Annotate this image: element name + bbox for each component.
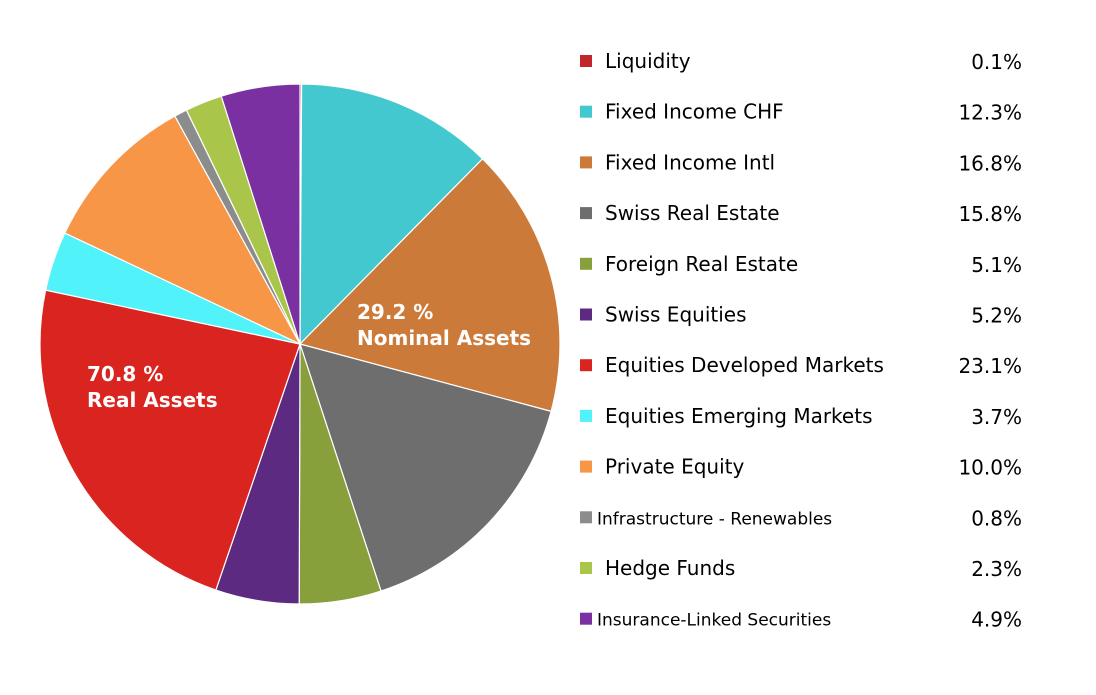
legend-swatch-liquidity: [580, 55, 592, 67]
legend-value-infrastructure-renewables: 0.8%: [971, 506, 1022, 530]
legend: Liquidity 0.1% Fixed Income CHF 12.3% Fixed …: [580, 49, 1022, 632]
annotation-real-assets: 70.8 % Real Assets: [87, 362, 218, 412]
legend-value-private-equity: 10.0%: [958, 456, 1022, 480]
legend-value-equities-emerging-markets: 3.7%: [971, 405, 1022, 429]
annotation-real-percent: 70.8 %: [87, 362, 163, 386]
legend-label-liquidity: Liquidity: [605, 49, 691, 73]
legend-label-hedge-funds: Hedge Funds: [605, 556, 735, 580]
pie-slice-insurance-linked-securities: [220, 83, 301, 345]
legend-label-fixed-income-chf: Fixed Income CHF: [605, 100, 784, 124]
pie-slice-swiss-real-estate: [299, 343, 552, 592]
annotation-nominal-label: Nominal Assets: [357, 326, 531, 350]
legend-swatch-insurance-linked-securities: [580, 612, 592, 625]
legend-value-equities-developed-markets: 23.1%: [958, 354, 1022, 378]
legend-swatch-fixed-income-chf: [580, 105, 592, 118]
legend-label-swiss-equities: Swiss Equities: [605, 303, 747, 327]
legend-swatch-hedge-funds: [580, 562, 592, 574]
legend-swatch-private-equity: [580, 460, 592, 473]
legend-value-fixed-income-chf: 12.3%: [958, 101, 1022, 125]
legend-value-hedge-funds: 2.3%: [971, 557, 1022, 581]
legend-swatch-swiss-real-estate: [580, 207, 592, 220]
legend-value-insurance-linked-securities: 4.9%: [971, 608, 1022, 632]
legend-value-swiss-equities: 5.2%: [971, 304, 1022, 328]
legend-value-liquidity: 0.1%: [971, 50, 1022, 74]
legend-label-equities-emerging-markets: Equities Emerging Markets: [605, 404, 873, 428]
legend-label-fixed-income-intl: Fixed Income Intl: [605, 150, 775, 174]
legend-label-equities-developed-markets: Equities Developed Markets: [605, 353, 884, 377]
annotation-nominal-assets: 29.2 % Nominal Assets: [357, 300, 531, 350]
pie-slice-fixed-income-chf: [299, 83, 484, 346]
pie-slices: [39, 83, 561, 605]
legend-label-private-equity: Private Equity: [605, 455, 744, 479]
legend-swatch-equities-developed-markets: [580, 359, 592, 372]
pie-slice-private-equity: [64, 115, 302, 346]
legend-label-swiss-real-estate: Swiss Real Estate: [605, 201, 780, 225]
legend-value-foreign-real-estate: 5.1%: [971, 253, 1022, 277]
legend-swatch-fixed-income-intl: [580, 156, 592, 169]
legend-label-insurance-linked-securities: Insurance-Linked Securities: [597, 611, 831, 631]
annotation-nominal-percent: 29.2 %: [357, 300, 433, 324]
legend-swatch-equities-emerging-markets: [580, 409, 592, 422]
legend-swatch-swiss-equities: [580, 308, 592, 321]
pie-slice-equities-developed-markets: [39, 289, 301, 591]
legend-swatch-foreign-real-estate: [580, 257, 592, 270]
legend-swatch-infrastructure-renewables: [580, 511, 592, 524]
legend-label-foreign-real-estate: Foreign Real Estate: [605, 252, 798, 276]
legend-value-fixed-income-intl: 16.8%: [958, 151, 1022, 175]
legend-value-swiss-real-estate: 15.8%: [958, 202, 1022, 226]
legend-label-infrastructure-renewables: Infrastructure - Renewables: [597, 509, 832, 529]
pie-slice-fixed-income-intl: [298, 158, 561, 413]
annotation-real-label: Real Assets: [87, 388, 218, 412]
